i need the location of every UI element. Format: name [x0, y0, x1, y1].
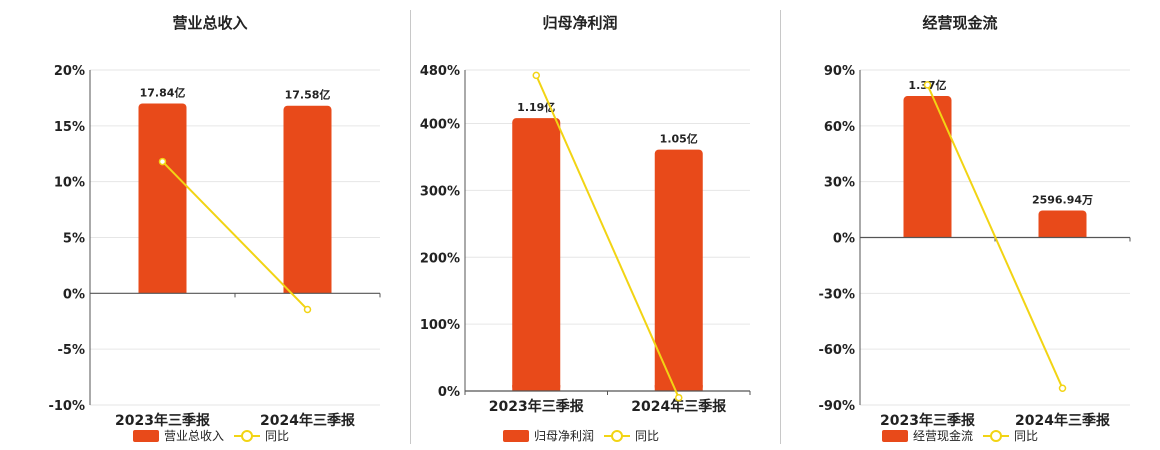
yoy-line — [926, 84, 1064, 389]
yoy-line — [161, 160, 309, 311]
yoy-point — [1058, 384, 1067, 392]
legend-bar-label: 归母净利润 — [534, 429, 594, 443]
legend-line-label: 同比 — [265, 429, 289, 443]
bar-data-label: 1.05亿 — [660, 132, 698, 146]
yoy-point — [303, 305, 312, 314]
legend-bar-swatch — [133, 430, 159, 442]
legend-bar-swatch — [882, 430, 908, 442]
y-tick-label: 0% — [63, 287, 85, 302]
y-tick-label: -60% — [818, 343, 855, 358]
bar — [1038, 210, 1087, 238]
legend-bar-label: 经营现金流 — [913, 428, 973, 443]
bar — [138, 103, 187, 294]
bar-data-label: 17.58亿 — [285, 88, 331, 102]
y-tick-label: -90% — [818, 399, 855, 414]
bar-base — [512, 385, 561, 391]
y-tick-label: 30% — [824, 176, 855, 191]
y-tick-label: 400% — [420, 118, 460, 133]
bar — [512, 118, 561, 392]
y-tick-label: 5% — [63, 232, 85, 247]
x-category-label: 2024年三季报 — [260, 412, 355, 429]
bar-data-label: 17.84亿 — [140, 86, 186, 100]
y-tick-label: 90% — [824, 64, 855, 79]
legend-line-label: 同比 — [635, 429, 659, 443]
cash-flow-chart: 经营现金流90%60%30%0%-30%-60%-90%1.37亿2023年三季… — [818, 14, 1131, 443]
x-category-label: 2023年三季报 — [880, 412, 975, 429]
bar-base — [1038, 231, 1087, 238]
y-tick-label: 0% — [438, 385, 460, 400]
yoy-point — [532, 71, 540, 80]
y-tick-label: 480% — [420, 64, 460, 79]
y-tick-label: -10% — [48, 399, 85, 414]
x-category-label: 2024年三季报 — [631, 398, 726, 415]
x-category-label: 2024年三季报 — [1015, 412, 1110, 429]
yoy-line — [535, 74, 680, 399]
bar-base — [903, 231, 952, 238]
bar-base — [138, 287, 187, 294]
y-tick-label: 15% — [54, 120, 85, 135]
legend-line-marker — [990, 430, 1002, 442]
y-tick-label: -5% — [58, 343, 85, 358]
chart-title: 归母净利润 — [542, 14, 617, 32]
legend-line-label: 同比 — [1014, 429, 1038, 443]
yoy-point — [675, 393, 683, 402]
y-tick-label: 200% — [420, 251, 460, 266]
panel-divider-2 — [780, 10, 781, 444]
chart-title: 营业总收入 — [172, 14, 247, 32]
y-tick-label: 300% — [420, 184, 460, 199]
bar — [903, 96, 952, 238]
bar-data-label: 1.19亿 — [517, 100, 555, 114]
legend-bar-swatch — [503, 430, 529, 442]
bar-data-label: 2596.94万 — [1032, 194, 1093, 207]
y-tick-label: 60% — [824, 120, 855, 135]
y-tick-label: 10% — [54, 176, 85, 191]
net-profit-chart: 归母净利润 480% 400% 300% 200% 100% 0% 1.19亿 2023年三季报… — [420, 14, 751, 443]
bar — [283, 105, 332, 294]
x-category-label: 2023年三季报 — [115, 412, 210, 429]
legend-line-marker — [611, 430, 623, 442]
yoy-point — [923, 81, 932, 89]
y-tick-label: 20% — [54, 64, 85, 79]
legend-line-marker — [241, 430, 253, 442]
bar — [654, 149, 703, 391]
y-tick-label: 0% — [833, 232, 855, 247]
chart-title: 经营现金流 — [922, 14, 997, 32]
yoy-point — [158, 157, 167, 166]
x-category-label: 2023年三季报 — [489, 398, 584, 415]
legend-bar-label: 营业总收入 — [164, 429, 224, 443]
bar-base — [283, 287, 332, 294]
y-tick-label: 100% — [420, 318, 460, 333]
panel-divider-1 — [410, 10, 411, 444]
y-tick-label: -30% — [818, 287, 855, 302]
bar-base — [654, 385, 703, 391]
revenue-chart: 营业总收入 20% 15% 10% 5% 0% -5% -10% 17.84亿 2023年三季报 1… — [48, 14, 381, 443]
